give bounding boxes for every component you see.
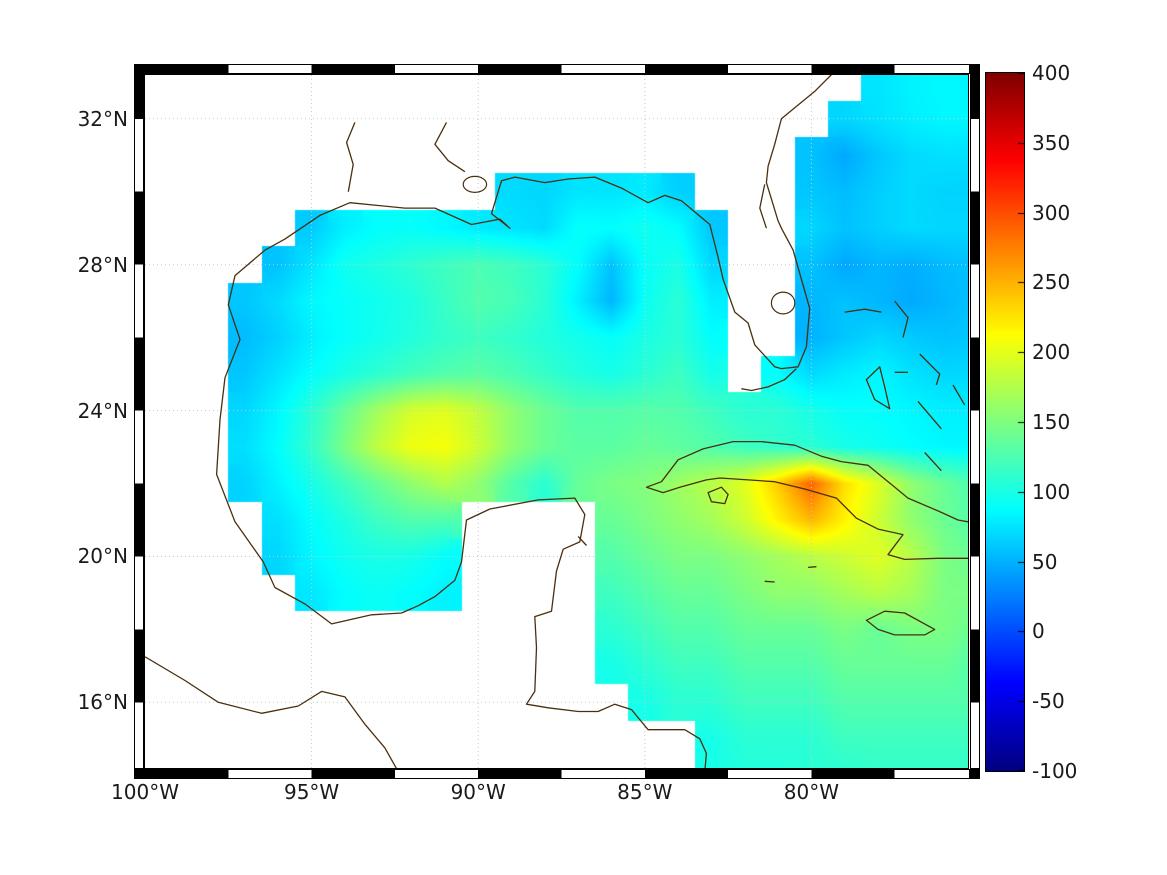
grand-bahama-coastline <box>844 308 882 313</box>
map-frame-right <box>970 74 980 769</box>
map-frame-bottom <box>144 769 970 779</box>
x-tick-label: 85°W <box>617 780 673 804</box>
colorbar-frame <box>985 72 1025 772</box>
colorbar-tick-label: 50 <box>1032 549 1058 574</box>
heatmap-canvas <box>145 75 968 768</box>
grand-cayman-coastline <box>764 580 775 583</box>
colorbar-tick-label: 150 <box>1032 410 1071 434</box>
andros-coastline <box>865 366 891 410</box>
map-frame-corner-topleft <box>134 64 144 74</box>
colorbar-tick-label: 400 <box>1032 61 1071 85</box>
cat-island-coastline <box>952 384 966 406</box>
map-frame-top <box>144 64 970 74</box>
abaco-coastline <box>894 300 909 338</box>
x-tick-label: 80°W <box>783 780 840 804</box>
colorbar-tick-label: 200 <box>1032 340 1071 365</box>
eleuthera-coastline <box>919 353 941 386</box>
coastline-grid-overlay <box>145 75 968 768</box>
colorbar-tick-label: 100 <box>1032 479 1071 504</box>
jamaica-coastline <box>865 610 936 636</box>
north-america-gulf-coast-coastline <box>215 75 833 768</box>
little-cayman-coastline <box>808 566 817 569</box>
sabine-river-coastline <box>345 122 356 192</box>
cuba-coast-coastline <box>645 440 968 561</box>
exuma-chain-coastline <box>917 400 942 430</box>
y-tick-label: 24°N <box>77 398 128 423</box>
mississippi-river-coastline <box>434 122 466 173</box>
y-tick-label: 32°N <box>77 106 128 131</box>
florida-keys-coastline <box>741 368 797 392</box>
y-tick-label: 28°N <box>77 252 128 277</box>
colorbar-tick-label: 300 <box>1032 200 1071 225</box>
map-frame-left <box>134 74 144 769</box>
lake-okeechobee-outline <box>770 291 796 315</box>
colorbar-gradient <box>986 73 1024 771</box>
colorbar-tick-label: 350 <box>1032 130 1071 155</box>
y-tick-label: 20°N <box>77 544 128 569</box>
y-tick-label: 16°N <box>77 690 128 715</box>
map-frame-corner-bottomright <box>970 769 980 779</box>
lake-pontchartrain-outline <box>462 175 488 194</box>
colorbar-tick-label: -50 <box>1032 689 1065 714</box>
map-frame-corner-topright <box>970 64 980 74</box>
st-johns-river-coastline <box>759 184 768 229</box>
x-tick-label: 95°W <box>283 780 340 804</box>
cozumel-coastline <box>577 535 587 546</box>
map-plot-area <box>144 74 969 769</box>
map-frame-corner-bottomleft <box>134 769 144 779</box>
ragged-island-chain-coastline <box>924 452 942 472</box>
x-tick-label: 100°W <box>111 780 179 804</box>
colorbar-tick-label: 0 <box>1032 619 1045 644</box>
colorbar-tick-label: 250 <box>1032 270 1071 295</box>
colorbar-tick-label: -100 <box>1032 759 1078 783</box>
x-tick-label: 90°W <box>450 780 506 804</box>
mexico-pacific-coast-coastline <box>145 656 397 768</box>
isle-of-youth-coastline <box>707 486 729 505</box>
